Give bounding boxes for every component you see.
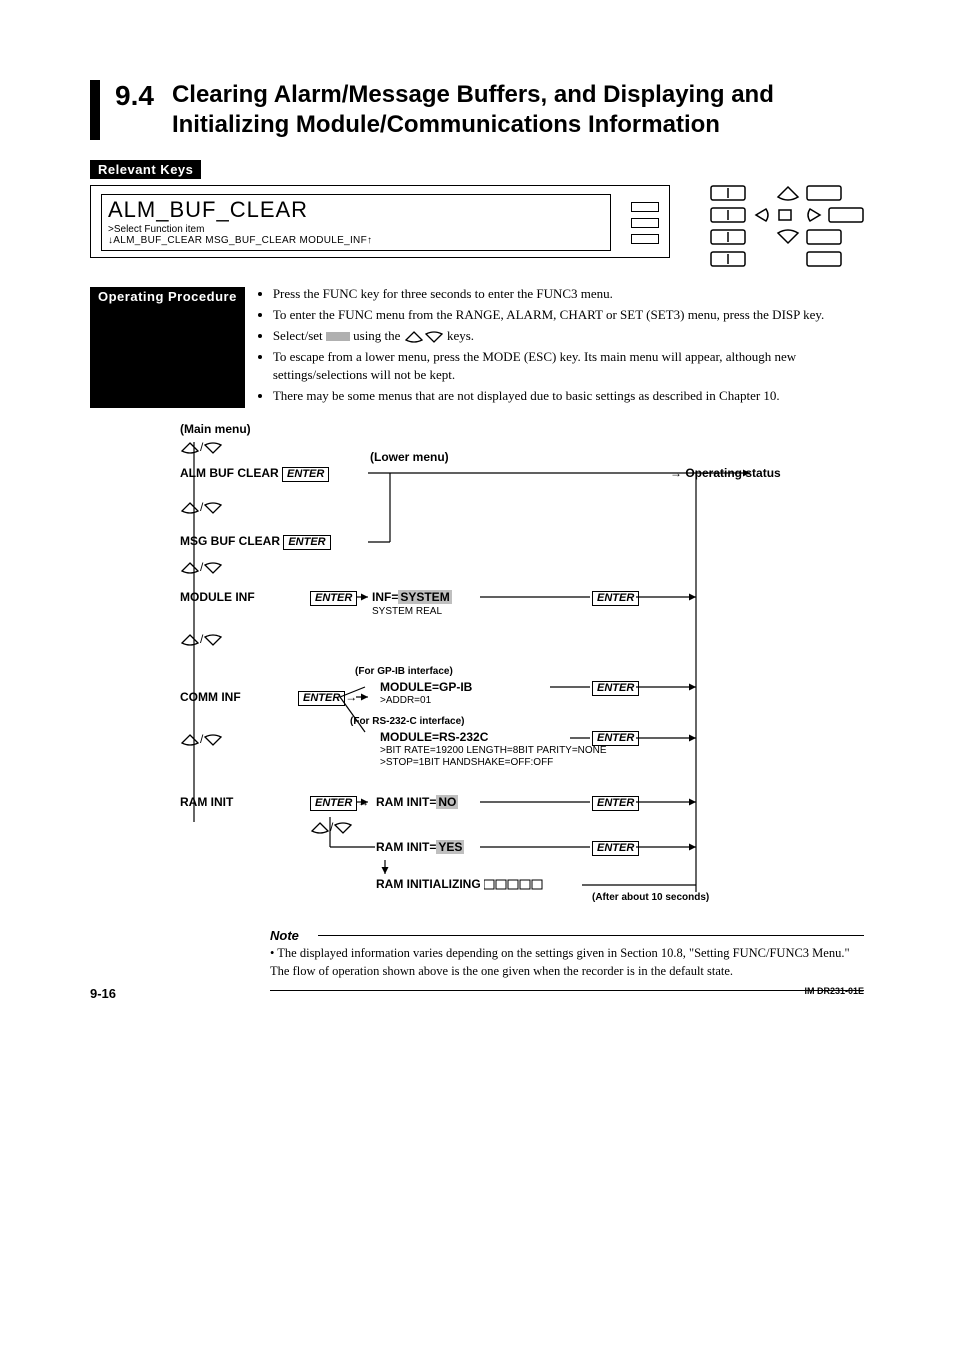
ram-init-yes: RAM INIT=YES xyxy=(376,840,464,854)
updown-icon: / xyxy=(180,632,223,646)
center-key-icon xyxy=(776,207,794,223)
section-header: 9.4 Clearing Alarm/Message Buffers, and … xyxy=(90,80,864,140)
bullet: To enter the FUNC menu from the RANGE, A… xyxy=(273,306,864,325)
note-title: Note xyxy=(270,928,299,943)
bullet: There may be some menus that are not dis… xyxy=(273,387,864,406)
procedure-bullets: Press the FUNC key for three seconds to … xyxy=(259,285,864,408)
note-text: • The displayed information varies depen… xyxy=(270,944,864,980)
bullet: To escape from a lower menu, press the M… xyxy=(273,348,864,386)
rs232-line1: >BIT RATE=19200 LENGTH=8BIT PARITY=NONE xyxy=(380,745,607,756)
enter-box: ENTER xyxy=(592,680,639,696)
lcd-title: ALM_BUF_CLEAR xyxy=(108,197,604,223)
key-icon xyxy=(710,185,746,201)
main-menu-label: (Main menu) xyxy=(180,422,251,436)
up-key-icon xyxy=(776,185,800,201)
key-icon xyxy=(806,229,842,245)
addr: >ADDR=01 xyxy=(380,695,431,706)
comm-item: COMM INF xyxy=(180,690,241,704)
enter-box: ENTER→ xyxy=(298,690,357,706)
lcd-panel: ALM_BUF_CLEAR >Select Function item ↓ALM… xyxy=(90,185,670,258)
operating-procedure: Operating Procedure Press the FUNC key f… xyxy=(90,285,864,408)
down-key-icon xyxy=(776,229,800,245)
msg-item: MSG BUF CLEAR ENTER xyxy=(180,534,331,550)
updown-icon: / xyxy=(180,560,223,574)
enter-box: ENTER xyxy=(310,590,357,606)
keypad-diagram xyxy=(710,185,864,267)
operating-status-label: → Operating status xyxy=(670,466,781,480)
section-bar xyxy=(90,80,100,140)
key-icon xyxy=(710,251,746,267)
enter-box: ENTER xyxy=(592,795,639,811)
module-rs232: MODULE=RS-232C xyxy=(380,730,488,744)
bullet: Press the FUNC key for three seconds to … xyxy=(273,285,864,304)
right-key-icon xyxy=(806,207,824,223)
ram-initializing: RAM INITIALIZING xyxy=(376,877,544,891)
ram-item: RAM INIT xyxy=(180,795,233,809)
updown-icon: / xyxy=(310,820,353,834)
operating-procedure-label: Operating Procedure xyxy=(90,287,245,408)
enter-button: ENTER xyxy=(282,467,329,482)
page-footer: 9-16 IM DR231-01E xyxy=(90,986,864,1001)
key-icon xyxy=(806,251,842,267)
cursor-icon xyxy=(326,332,350,341)
key-icon xyxy=(806,185,842,201)
key-icon xyxy=(710,207,746,223)
module-item: MODULE INF xyxy=(180,590,255,604)
relevant-keys-row: ALM_BUF_CLEAR >Select Function item ↓ALM… xyxy=(90,185,864,267)
lcd-menu: ↓ALM_BUF_CLEAR MSG_BUF_CLEAR MODULE_INF↑ xyxy=(108,235,604,246)
lcd-side-rects xyxy=(631,202,659,244)
module-gpib: MODULE=GP-IB xyxy=(380,680,472,694)
key-icon xyxy=(710,229,746,245)
rs232-line2: >STOP=1BIT HANDSHAKE=OFF:OFF xyxy=(380,757,553,768)
enter-box: ENTER xyxy=(592,840,639,856)
lower-menu-label: (Lower menu) xyxy=(370,450,449,464)
doc-id: IM DR231-01E xyxy=(804,986,864,1001)
updown-icon: / xyxy=(180,440,223,454)
updown-keys-icon xyxy=(404,328,447,343)
key-icon xyxy=(828,207,864,223)
enter-button: ENTER xyxy=(283,535,330,550)
enter-box: ENTER xyxy=(592,590,639,606)
updown-icon: / xyxy=(180,500,223,514)
bullet: Select/set using the keys. xyxy=(273,327,864,346)
section-title: Clearing Alarm/Message Buffers, and Disp… xyxy=(172,80,864,140)
rs232-label: (For RS-232-C interface) xyxy=(350,716,464,727)
enter-box: ENTER→ xyxy=(310,795,369,811)
page-number: 9-16 xyxy=(90,986,116,1001)
gpib-label: (For GP-IB interface) xyxy=(355,666,453,677)
relevant-keys-label: Relevant Keys xyxy=(90,160,201,179)
flow-lines xyxy=(180,422,880,912)
ram-init-no: RAM INIT=NO xyxy=(376,795,458,809)
after-10s: (After about 10 seconds) xyxy=(592,892,709,903)
note-block: Note • The displayed information varies … xyxy=(270,928,864,991)
lcd-sub: >Select Function item xyxy=(108,224,604,235)
inf-system: INF=SYSTEM xyxy=(372,590,452,604)
system-real: SYSTEM REAL xyxy=(372,606,442,617)
menu-flow-diagram: (Main menu) / ALM BUF CLEAR ENTER (Lower… xyxy=(180,422,864,912)
section-number: 9.4 xyxy=(115,80,154,112)
alm-item: ALM BUF CLEAR ENTER xyxy=(180,466,329,482)
left-key-icon xyxy=(752,207,770,223)
updown-icon: / xyxy=(180,732,223,746)
progress-boxes-icon xyxy=(484,879,544,891)
enter-box: ENTER xyxy=(592,730,639,746)
